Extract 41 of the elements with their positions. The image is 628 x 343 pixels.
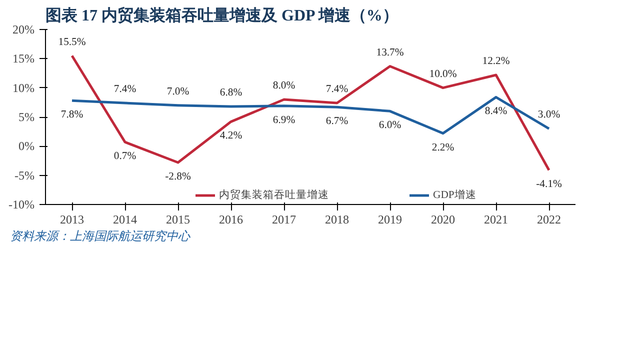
x-tick-label: 2018	[325, 212, 349, 226]
data-label: 8.4%	[484, 106, 508, 118]
x-tick-label: 2013	[60, 212, 84, 226]
x-tick-label: 2019	[378, 212, 402, 226]
data-label: -4.1%	[536, 179, 562, 190]
data-label: 2.2%	[432, 142, 454, 154]
data-label: 12.2%	[482, 56, 510, 67]
x-tick-label: 2017	[272, 212, 296, 226]
data-label: 0.7%	[114, 151, 136, 162]
x-tick-label: 2016	[219, 212, 243, 226]
data-label: 13.7%	[376, 47, 404, 58]
y-tick-label: 5%	[18, 110, 35, 124]
x-tick-label: 2015	[166, 212, 190, 226]
x-tick-label: 2020	[431, 212, 455, 226]
data-label: 7.0%	[166, 86, 190, 98]
data-label: 4.2%	[220, 130, 242, 142]
data-label: 6.0%	[378, 120, 402, 132]
legend-label: 内贸集装箱吞吐量增速	[219, 188, 329, 202]
data-label: 6.8%	[220, 88, 242, 98]
data-label: 15.5%	[58, 36, 86, 48]
chart-title: 图表 17 内贸集装箱吞吐量增速及 GDP 增速（%）	[46, 6, 398, 24]
data-label: 8.0%	[272, 80, 296, 92]
y-tick-label: -5%	[14, 168, 35, 182]
y-tick-label: 10%	[12, 80, 35, 95]
x-tick-label: 2021	[484, 212, 508, 226]
legend-label: GDP增速	[433, 188, 476, 202]
data-label: 10.0%	[429, 68, 457, 80]
x-tick-label: 2022	[537, 212, 561, 226]
data-label: 7.8%	[60, 110, 84, 121]
data-label: -2.8%	[165, 172, 191, 182]
y-tick-label: 20%	[12, 22, 35, 36]
x-tick-label: 2014	[113, 212, 137, 226]
data-label: 7.4%	[326, 84, 348, 95]
data-label: 6.7%	[326, 116, 348, 128]
data-label: 7.4%	[114, 84, 136, 95]
y-tick-label: -10%	[8, 198, 35, 212]
data-label: 6.9%	[272, 114, 296, 126]
data-label: 3.0%	[538, 110, 560, 121]
y-tick-label: 0%	[18, 139, 35, 154]
text: 资料来源：上海国际航运研究中心	[10, 228, 190, 245]
y-tick-label: 15%	[12, 52, 35, 66]
